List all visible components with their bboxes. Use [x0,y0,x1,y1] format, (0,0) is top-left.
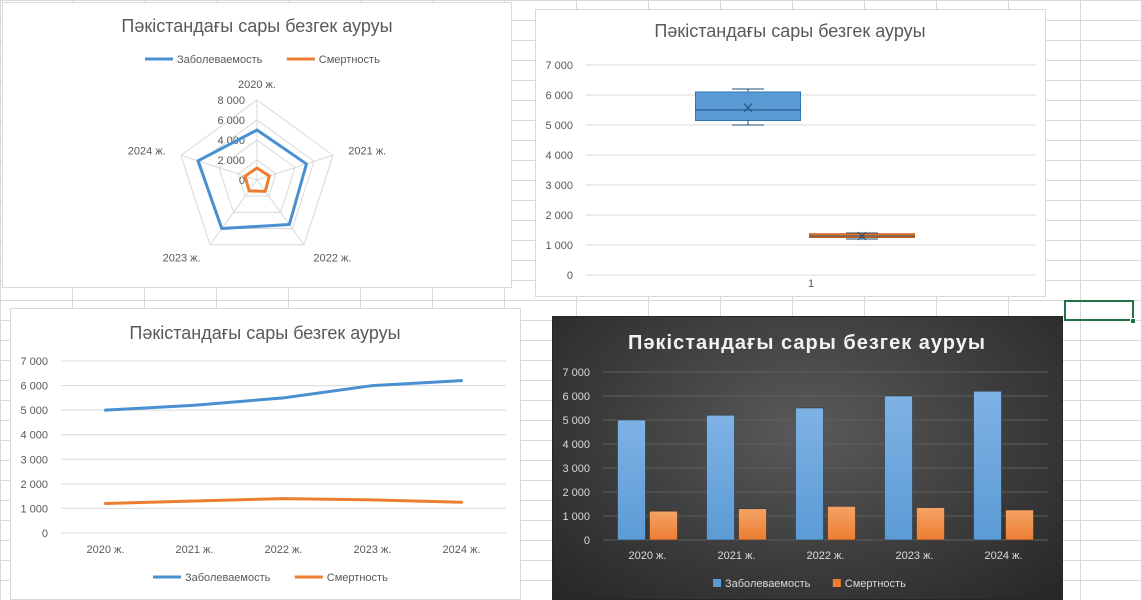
y-tick-label: 2 000 [545,210,573,222]
y-tick-label: 5 000 [562,415,590,427]
y-tick-label: 0 [42,528,48,540]
bar-zabolevaemost [617,419,646,541]
selected-cell[interactable] [1064,300,1134,321]
radar-chart-panel[interactable]: Пәкістандағы сары безгек ауруы Заболевае… [2,2,512,288]
chart-title: Пәкістандағы сары безгек ауруы [121,16,392,36]
y-gridlines: 0 1 000 2 000 3 000 4 000 5 000 6 000 7 000 2020… [20,356,506,556]
y-tick-label: 3 000 [562,463,590,475]
bar-smertnost [827,506,856,541]
legend-label: Смертность [327,572,388,584]
box-smertnost [809,231,915,241]
plot-area [196,128,308,231]
box-chart-panel[interactable]: Пәкістандағы сары безгек ауруы 0 1 000 2 0… [535,9,1046,297]
y-tick-label: 7 000 [562,367,590,379]
legend-label: Смертность [845,578,906,590]
series-line-zabolevaemost [196,128,308,231]
bar-smertnost [649,510,678,541]
box-iqr [695,91,801,121]
y-tick-label: 3 000 [20,454,48,466]
x-tick-label: 2024 ж. [443,544,481,556]
bar-zabolevaemost [973,390,1002,541]
y-tick-label: 1 000 [20,503,48,515]
category-label: 2024 ж. [128,145,166,157]
x-tick-label: 2021 ж. [718,550,756,562]
x-tick-label: 2023 ж. [896,550,934,562]
radial-tick-label: 8 000 [217,95,245,107]
chart-title: Пәкістандағы сары безгек ауруы [628,332,986,354]
legend-label: Заболеваемость [185,572,271,584]
series-line-smertnost [243,166,271,193]
mean-marker [857,231,867,241]
y-tick-label: 0 [584,535,590,547]
radial-tick-label: 0 [239,175,245,187]
y-tick-label: 6 000 [20,381,48,393]
fill-handle[interactable] [1130,318,1136,324]
plot-area [104,379,463,506]
y-tick-label: 2 000 [20,479,48,491]
y-tick-label: 5 000 [20,405,48,417]
x-tick-label: 2022 ж. [265,544,303,556]
line-chart-panel[interactable]: Пәкістандағы сары безгек ауруы 0 1 000 2 0… [10,308,521,600]
legend-swatch [713,579,721,587]
chart-title: Пәкістандағы сары безгек ауруы [129,323,400,343]
chart-legend: Заболеваемость Смертность [713,578,906,590]
series-line-smertnost [104,497,463,506]
y-tick-label: 4 000 [20,430,48,442]
x-tick-label: 2020 ж. [629,550,667,562]
series-line-zabolevaemost [104,379,463,412]
category-label: 2020 ж. [238,79,276,91]
radar-grid: 0 2 000 4 000 6 000 8 000 2020 ж. 2021 ж. 2022 … [128,79,387,265]
radar-ring [237,159,277,197]
bar-smertnost [738,508,767,541]
x-tick-label: 2021 ж. [176,544,214,556]
bar-smertnost [916,507,945,541]
x-tick-label: 2020 ж. [87,544,125,556]
radar-ring [218,139,296,213]
y-tick-label: 7 000 [20,356,48,368]
category-label: 2022 ж. [313,253,351,265]
y-tick-label: 2 000 [562,487,590,499]
y-tick-label: 4 000 [562,439,590,451]
plot-area [617,390,1034,541]
y-tick-label: 3 000 [545,180,573,192]
chart-title: Пәкістандағы сары безгек ауруы [654,21,925,41]
chart-legend: Заболеваемость Смертность [153,572,388,584]
category-label: 2023 ж. [163,253,201,265]
x-tick-label: 2024 ж. [985,550,1023,562]
bar-smertnost [1005,509,1034,541]
y-gridlines: 0 1 000 2 000 3 000 4 000 5 000 6 000 7 000 1 [545,60,1036,290]
y-tick-label: 4 000 [545,150,573,162]
y-tick-label: 1 000 [562,511,590,523]
radial-tick-label: 2 000 [217,155,245,167]
chart-legend: Заболеваемость Смертность [145,54,380,66]
y-tick-label: 6 000 [545,90,573,102]
bar-chart-panel[interactable]: Пәкістандағы сары безгек ауруы 0 1 000 2 0… [552,316,1063,600]
radial-tick-label: 4 000 [217,135,245,147]
bar-chart: Пәкістандағы сары безгек ауруы 0 1 000 2 0… [562,332,1048,590]
legend-label: Заболеваемость [725,578,811,590]
mean-marker [743,103,753,112]
y-tick-label: 1 000 [545,240,573,252]
legend-label: Смертность [319,54,380,66]
plot-area [695,88,915,241]
radial-tick-label: 6 000 [217,115,245,127]
y-tick-label: 7 000 [545,60,573,72]
y-tick-label: 0 [567,270,573,282]
box-chart: Пәкістандағы сары безгек ауруы 0 1 000 2 0… [545,21,1036,290]
x-tick-label: 1 [808,278,814,290]
bar-zabolevaemost [706,414,735,541]
y-tick-label: 5 000 [545,120,573,132]
y-tick-label: 6 000 [562,391,590,403]
legend-label: Заболеваемость [177,54,263,66]
radar-ring [180,99,334,246]
box-zabolevaemost [695,88,801,126]
category-label: 2021 ж. [348,145,386,157]
bar-zabolevaemost [795,407,824,541]
x-tick-label: 2023 ж. [354,544,392,556]
radar-chart: Пәкістандағы сары безгек ауруы Заболевае… [121,16,392,265]
x-tick-label: 2022 ж. [807,550,845,562]
line-chart: Пәкістандағы сары безгек ауруы 0 1 000 2 0… [20,323,506,584]
legend-swatch [832,579,841,587]
bar-zabolevaemost [884,395,913,541]
